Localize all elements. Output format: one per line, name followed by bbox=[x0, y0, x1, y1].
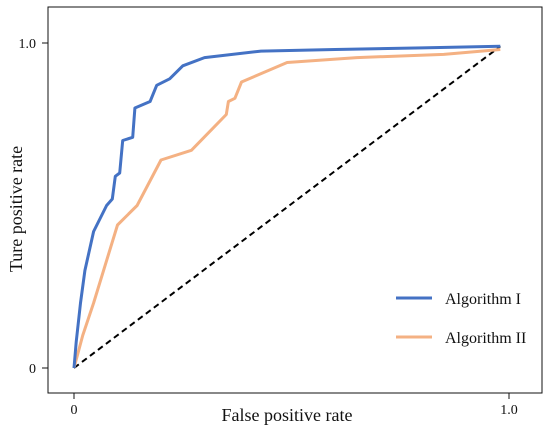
plot-frame bbox=[47, 6, 543, 394]
y-axis-label: Ture positive rate bbox=[6, 146, 26, 272]
plot-border bbox=[47, 6, 543, 394]
x-axis-label: False positive rate bbox=[222, 405, 353, 425]
y-tick-label-1: 1.0 bbox=[19, 37, 37, 52]
y-tick-label-0: 0 bbox=[29, 362, 36, 377]
diagonal-reference-line bbox=[73, 45, 501, 369]
series-line-algorithm-1 bbox=[72, 44, 501, 369]
x-ticks: 0 1.0 bbox=[71, 393, 518, 418]
legend: Algorithm I Algorithm II bbox=[396, 291, 526, 347]
legend-label-algorithm-1: Algorithm I bbox=[445, 291, 521, 308]
x-tick-label-1: 1.0 bbox=[500, 403, 518, 418]
series-layer bbox=[72, 44, 501, 369]
y-ticks: 0 1.0 bbox=[19, 37, 48, 377]
legend-label-algorithm-2: Algorithm II bbox=[445, 330, 526, 347]
series-line-algorithm-2 bbox=[72, 48, 501, 369]
x-tick-label-0: 0 bbox=[71, 403, 78, 418]
